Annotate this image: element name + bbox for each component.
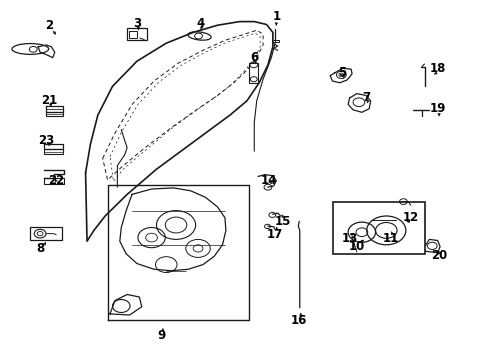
Text: 12: 12 bbox=[402, 211, 418, 224]
Text: 9: 9 bbox=[157, 329, 165, 342]
Text: 2: 2 bbox=[45, 19, 53, 32]
Text: 16: 16 bbox=[290, 314, 307, 327]
Text: 6: 6 bbox=[250, 51, 258, 64]
Text: 20: 20 bbox=[430, 249, 447, 262]
Bar bbox=[271, 40, 278, 42]
Text: 5: 5 bbox=[338, 66, 346, 78]
Bar bbox=[332, 202, 425, 254]
Text: 17: 17 bbox=[266, 228, 283, 240]
Bar bbox=[249, 63, 258, 83]
Bar bbox=[44, 178, 63, 184]
Bar bbox=[44, 149, 62, 154]
Bar bbox=[129, 31, 137, 38]
Bar bbox=[30, 227, 62, 240]
Text: 3: 3 bbox=[133, 17, 141, 30]
Text: 21: 21 bbox=[41, 94, 57, 107]
Text: 22: 22 bbox=[48, 174, 64, 186]
Text: 14: 14 bbox=[260, 174, 277, 186]
Text: 15: 15 bbox=[274, 215, 290, 228]
Text: 18: 18 bbox=[428, 62, 445, 75]
Text: 1: 1 bbox=[272, 10, 280, 23]
Text: 19: 19 bbox=[428, 102, 445, 114]
Text: 10: 10 bbox=[348, 240, 365, 253]
Bar bbox=[46, 112, 62, 116]
Bar bbox=[127, 28, 146, 40]
Text: 8: 8 bbox=[37, 242, 44, 255]
Text: 23: 23 bbox=[38, 134, 55, 147]
Text: 7: 7 bbox=[362, 91, 370, 104]
Text: 11: 11 bbox=[382, 232, 399, 245]
Text: 13: 13 bbox=[341, 232, 357, 245]
Text: 4: 4 bbox=[196, 17, 204, 30]
